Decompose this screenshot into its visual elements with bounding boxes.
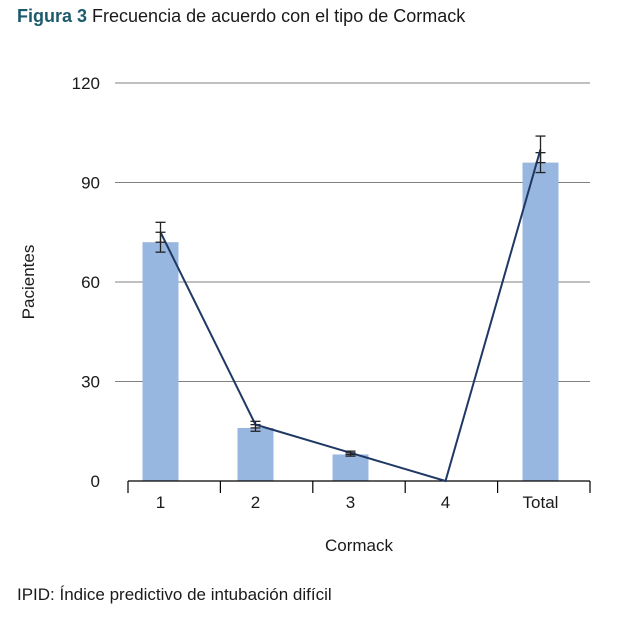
- y-tick-label: 60: [81, 273, 100, 292]
- trend-line: [159, 149, 542, 483]
- bar: [332, 454, 369, 481]
- x-tick-label: 1: [156, 493, 165, 512]
- x-tick-label: 4: [441, 493, 450, 512]
- bar-line-chart: 0 30 60 90 120 1 2 3 4 Total Cormack Pacientes: [19, 74, 591, 555]
- y-tick-label: 120: [72, 74, 100, 93]
- bar: [142, 242, 179, 481]
- footnote: IPID: Índice predictivo de intubación di…: [17, 585, 332, 604]
- y-tick-label: 90: [81, 174, 100, 193]
- y-tick-label: 30: [81, 373, 100, 392]
- bar: [237, 427, 274, 481]
- y-axis-label: Pacientes: [19, 245, 38, 320]
- x-tick-label: Total: [523, 493, 559, 512]
- x-axis-label: Cormack: [325, 536, 394, 555]
- x-tick-label: 2: [251, 493, 260, 512]
- figure-label: Figura 3: [17, 6, 88, 26]
- y-tick-label: 0: [91, 472, 100, 491]
- bar: [522, 162, 559, 481]
- figure-title: Figura 3 Frecuencia de acuerdo con el ti…: [17, 6, 465, 27]
- x-tick-label: 3: [346, 493, 355, 512]
- figure-caption: Frecuencia de acuerdo con el tipo de Cor…: [92, 6, 466, 26]
